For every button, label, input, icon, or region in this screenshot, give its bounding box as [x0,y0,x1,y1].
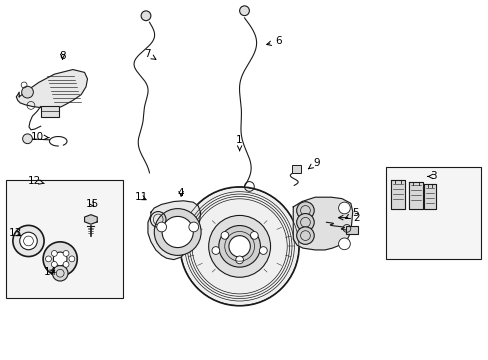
Circle shape [250,231,258,239]
Text: 1: 1 [236,135,243,150]
Text: 8: 8 [59,51,66,61]
Circle shape [162,216,193,248]
Circle shape [141,11,151,21]
Circle shape [22,134,32,144]
Circle shape [53,252,67,266]
Circle shape [218,226,260,267]
Polygon shape [148,201,200,260]
Circle shape [51,261,57,267]
Circle shape [180,187,299,306]
Circle shape [69,256,75,262]
Circle shape [296,227,314,244]
Bar [41,107,59,117]
Circle shape [228,236,250,257]
Circle shape [21,86,33,98]
Bar [292,165,301,173]
Text: 15: 15 [85,199,99,210]
Polygon shape [423,184,435,209]
Polygon shape [84,215,97,224]
Text: 2: 2 [338,213,359,222]
Circle shape [52,265,68,281]
Circle shape [157,222,166,232]
Text: 7: 7 [143,49,156,59]
Polygon shape [408,182,422,209]
Circle shape [296,213,314,231]
Circle shape [239,6,249,15]
Text: 10: 10 [31,132,49,142]
Circle shape [221,231,228,239]
Text: 12: 12 [28,176,44,186]
Text: 9: 9 [307,158,319,169]
Text: 6: 6 [266,36,282,46]
Text: 11: 11 [134,192,147,202]
Circle shape [212,247,219,255]
Circle shape [208,215,270,277]
Circle shape [45,256,51,262]
Circle shape [188,222,198,232]
Bar [5,180,122,298]
Text: 4: 4 [178,188,184,198]
Circle shape [338,238,349,250]
Circle shape [259,247,267,255]
Circle shape [13,225,44,257]
Circle shape [20,232,37,250]
Circle shape [296,202,314,219]
Circle shape [63,261,69,267]
Bar [345,226,357,234]
Circle shape [235,256,243,264]
Bar [385,167,480,259]
Polygon shape [16,69,87,109]
Text: 14: 14 [44,267,57,277]
Text: 13: 13 [9,228,22,238]
Text: 5: 5 [345,208,358,219]
Circle shape [51,251,57,256]
Text: 3: 3 [427,171,436,181]
Circle shape [63,251,69,256]
Polygon shape [390,180,405,209]
Circle shape [154,208,201,255]
Polygon shape [293,197,352,250]
Circle shape [338,202,349,214]
Circle shape [43,242,77,276]
